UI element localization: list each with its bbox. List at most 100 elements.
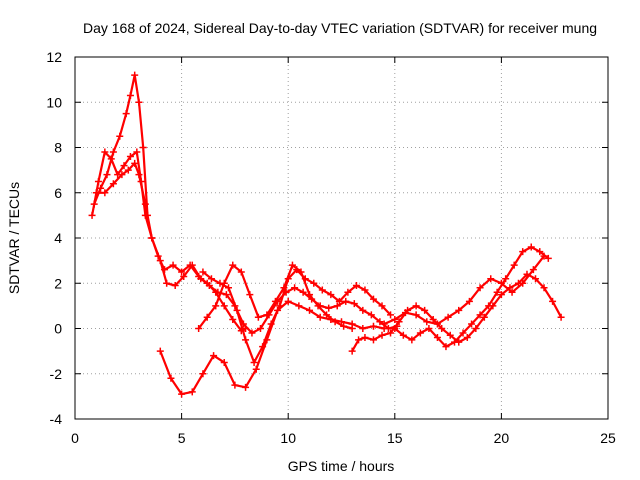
data-point: [163, 279, 171, 287]
data-point: [532, 275, 540, 283]
data-point: [468, 320, 476, 328]
y-tick-label: -4: [50, 411, 63, 427]
data-point: [433, 334, 441, 342]
data-point: [412, 311, 420, 319]
data-point: [412, 302, 420, 310]
series-line-arc-2: [93, 73, 149, 216]
data-point: [391, 325, 399, 332]
y-tick-label: 10: [46, 94, 62, 110]
data-point: [237, 268, 245, 276]
series-line-arc-3: [96, 162, 398, 335]
data-point: [109, 180, 117, 188]
data-point: [231, 381, 239, 389]
data-point: [97, 184, 105, 192]
data-point: [126, 91, 134, 99]
data-point: [391, 315, 399, 323]
data-point: [502, 275, 510, 283]
data-point: [252, 365, 260, 373]
data-point: [212, 302, 220, 310]
data-point: [271, 297, 279, 305]
data-point: [480, 313, 488, 321]
data-point: [369, 295, 377, 303]
data-point: [487, 275, 495, 283]
series-markers-arc-3: [92, 159, 401, 337]
data-point: [380, 320, 388, 328]
data-point: [408, 336, 416, 344]
data-point: [519, 279, 527, 287]
data-point: [549, 297, 557, 305]
axis-ticks: 0 5 10 15 20 25 -4 -2 0 2 4 6 8 10 12: [46, 49, 616, 446]
data-point: [188, 261, 196, 269]
data-point: [519, 248, 527, 256]
series-markers-arc-9: [380, 252, 548, 328]
data-point: [421, 306, 429, 314]
data-point: [233, 306, 241, 314]
data-point: [463, 334, 471, 342]
data-point: [133, 148, 141, 156]
data-point: [450, 338, 458, 346]
data-point: [180, 272, 188, 280]
data-point: [220, 302, 228, 310]
data-point: [423, 318, 431, 326]
data-point: [299, 288, 307, 296]
data-point: [141, 200, 149, 208]
data-point: [103, 171, 111, 179]
data-point: [178, 390, 186, 398]
plot-frame: [74, 56, 609, 420]
data-point: [465, 297, 473, 305]
data-point: [416, 329, 424, 337]
data-point: [361, 334, 369, 342]
y-tick-label: 0: [54, 321, 62, 337]
data-point: [429, 315, 437, 323]
data-point: [242, 383, 250, 391]
data-point: [310, 279, 318, 287]
data-point: [94, 177, 102, 185]
data-point: [376, 318, 384, 326]
series-line-arc-9: [383, 255, 545, 326]
x-tick-label: 15: [387, 430, 403, 446]
data-point: [148, 234, 156, 242]
data-point: [207, 275, 215, 283]
data-point: [536, 248, 544, 256]
data-point: [438, 325, 446, 332]
data-point: [476, 311, 484, 319]
data-point: [369, 336, 377, 344]
data-point: [540, 252, 548, 260]
data-point: [323, 311, 331, 319]
data-point: [188, 388, 196, 396]
y-tick-label: 8: [54, 140, 62, 156]
data-point: [291, 284, 299, 292]
data-point: [395, 318, 403, 326]
data-point: [316, 313, 324, 321]
data-point: [124, 166, 132, 174]
data-point: [203, 313, 211, 321]
data-point: [131, 159, 139, 167]
data-point: [510, 261, 518, 269]
data-point: [314, 302, 322, 310]
data-point: [92, 189, 100, 197]
y-tick-label: 2: [54, 275, 62, 291]
data-point: [139, 144, 147, 151]
data-point: [250, 358, 258, 366]
data-point: [387, 311, 395, 319]
data-point: [433, 320, 441, 328]
data-point: [135, 98, 143, 106]
data-point: [331, 318, 339, 326]
data-point: [361, 286, 369, 294]
data-point: [459, 329, 467, 337]
data-point: [131, 71, 139, 79]
data-point: [122, 110, 130, 118]
series-markers-arc-8: [391, 243, 552, 351]
data-point: [497, 291, 505, 299]
data-point: [120, 162, 128, 170]
data-point: [485, 302, 493, 310]
data-point: [444, 313, 452, 321]
data-point: [442, 343, 450, 351]
data-point: [222, 291, 230, 299]
series-line-arc-1: [91, 150, 247, 332]
data-point: [220, 358, 228, 366]
data-point: [497, 279, 505, 287]
data-point: [344, 288, 352, 296]
data-point: [229, 261, 237, 269]
data-point: [101, 189, 109, 197]
